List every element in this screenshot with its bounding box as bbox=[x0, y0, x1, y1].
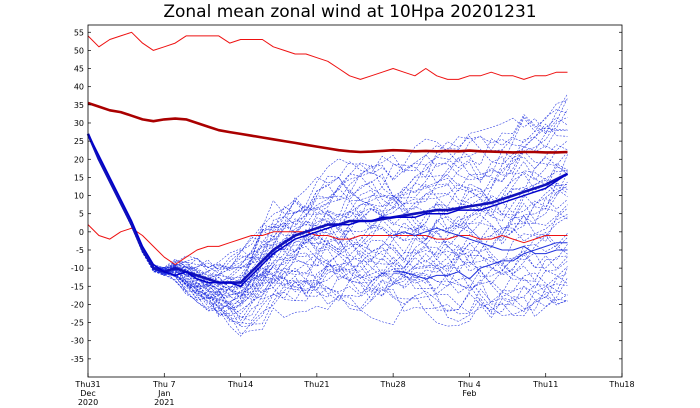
ensemble-member-line bbox=[87, 133, 568, 288]
x-tick-label: 2021 bbox=[154, 398, 174, 407]
y-tick-label: 40 bbox=[74, 83, 84, 92]
ensemble-member-line bbox=[87, 117, 568, 283]
series-ensemble-mean-line bbox=[86, 133, 569, 284]
ensemble-member-line bbox=[87, 129, 568, 288]
ensemble-member-line bbox=[87, 133, 568, 301]
ensemble-member-line bbox=[87, 133, 568, 292]
x-tick-label: Thu21 bbox=[303, 380, 329, 389]
ensemble-member-line bbox=[87, 108, 568, 279]
ensemble-member-line bbox=[87, 133, 568, 321]
chart-title: Zonal mean zonal wind at 10Hpa 20201231 bbox=[163, 2, 537, 22]
x-tick-label: Thu28 bbox=[380, 380, 406, 389]
y-tick-label: -30 bbox=[71, 337, 84, 346]
y-tick-label: 30 bbox=[74, 119, 84, 128]
x-tick-label: Thu 7 bbox=[152, 380, 176, 389]
x-tick-label: Thu14 bbox=[227, 380, 253, 389]
series-climatology-max-line bbox=[87, 31, 568, 80]
y-tick-label: 5 bbox=[79, 210, 84, 219]
y-tick-label: 15 bbox=[74, 173, 84, 182]
y-tick-label: -15 bbox=[71, 282, 84, 291]
x-tick-label: Thu11 bbox=[532, 380, 558, 389]
ensemble-member-line bbox=[87, 133, 568, 296]
ensemble-member-line bbox=[87, 100, 568, 269]
ensemble-member-line bbox=[87, 133, 568, 315]
series-climatology-min-line bbox=[87, 224, 568, 265]
x-tick-label: 2020 bbox=[78, 398, 98, 407]
y-tick-label: -5 bbox=[76, 246, 84, 255]
ensemble-member-line bbox=[87, 93, 568, 276]
ensemble-member-line bbox=[87, 116, 568, 275]
series-climatology-mean-line bbox=[87, 101, 568, 154]
series-member-low-line bbox=[393, 242, 568, 280]
ensemble-member-line bbox=[87, 133, 568, 322]
ensemble-member-line bbox=[87, 133, 568, 328]
y-tick-label: 0 bbox=[79, 228, 84, 237]
y-tick-label: 45 bbox=[74, 65, 84, 74]
ensemble-member-line bbox=[87, 133, 568, 301]
plot-frame bbox=[87, 24, 623, 378]
series-analysis-line bbox=[87, 133, 568, 288]
ensemble-member-line bbox=[87, 127, 568, 276]
x-tick-label: Thu 4 bbox=[457, 380, 481, 389]
ensemble-member-line bbox=[87, 133, 568, 300]
ensemble-member-line bbox=[87, 133, 568, 300]
ensemble-members bbox=[87, 93, 568, 337]
y-tick-label: 50 bbox=[74, 46, 84, 55]
series-lines bbox=[86, 31, 569, 288]
ensemble-member-line bbox=[87, 133, 568, 322]
y-tick-label: 20 bbox=[74, 155, 84, 164]
ensemble-member-line bbox=[87, 133, 568, 325]
axes: -35 -30 -25 -20 -15 -10 -5 0 5 10 15 20 25 30 35 40 45 50… bbox=[71, 24, 635, 407]
y-tick-label: 25 bbox=[74, 137, 84, 146]
ensemble-member-line bbox=[87, 133, 568, 294]
ensemble-member-line bbox=[87, 133, 568, 309]
x-tick-label: Thu18 bbox=[608, 380, 634, 389]
ensemble-member-line bbox=[87, 133, 568, 305]
ensemble-member-line bbox=[87, 133, 568, 299]
y-tick-label: -25 bbox=[71, 319, 84, 328]
ensemble-member-line bbox=[87, 133, 568, 279]
x-tick-label: Jan bbox=[157, 389, 170, 398]
y-tick-label: -10 bbox=[71, 264, 84, 273]
x-tick-label: Feb bbox=[462, 389, 476, 398]
x-tick-label: Dec bbox=[80, 389, 95, 398]
y-tick-label: -20 bbox=[71, 300, 84, 309]
y-tick-label: -35 bbox=[71, 355, 84, 364]
y-tick-label: 10 bbox=[74, 192, 84, 201]
series-member-low2-line bbox=[392, 227, 568, 255]
ensemble-member-line bbox=[87, 133, 568, 305]
x-tick-label: Thu31 bbox=[74, 380, 100, 389]
ensemble-member-line bbox=[87, 133, 568, 289]
y-tick-label: 35 bbox=[74, 101, 84, 110]
y-tick-label: 55 bbox=[74, 28, 84, 37]
ensemble-member-line bbox=[87, 133, 568, 298]
ensemble-member-line bbox=[87, 98, 568, 282]
